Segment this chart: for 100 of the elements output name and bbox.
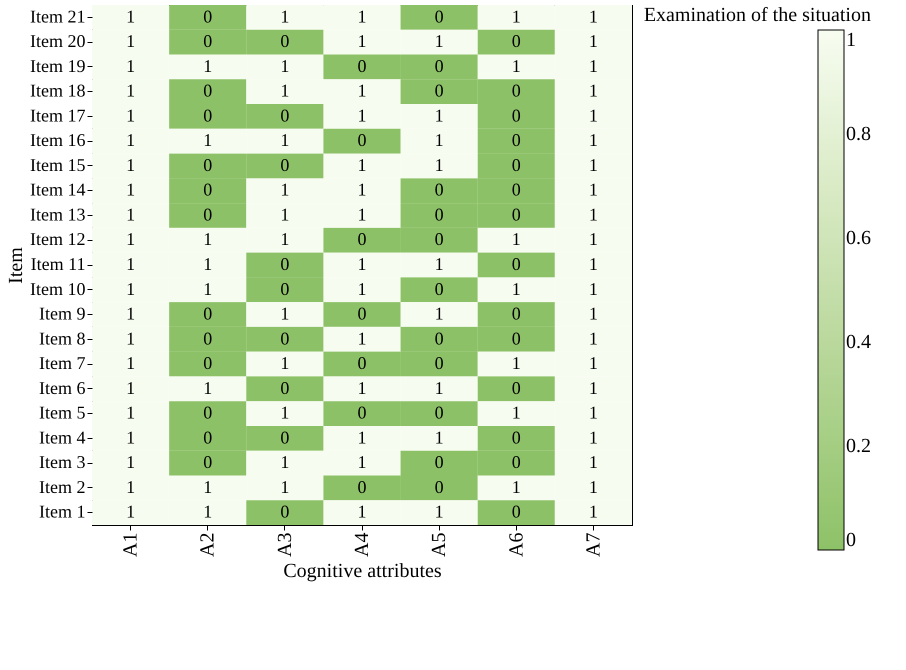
data-label: 1 [280,180,290,200]
data-label: 1 [434,31,444,52]
data-label: 1 [588,452,598,472]
data-label: 0 [280,254,290,274]
data-label: 1 [203,229,212,250]
data-label: 1 [126,56,136,76]
y-tick-label: Item 13 [30,204,86,224]
data-label: 1 [588,180,598,200]
data-label: 1 [126,254,136,274]
data-label: 0 [280,328,290,348]
data-label: 1 [126,304,136,324]
data-label: 0 [434,56,444,76]
data-label: 1 [358,278,366,299]
data-label: 1 [126,31,136,52]
data-label: 1 [588,402,598,423]
data-label: 1 [126,229,136,250]
data-label: 0 [203,427,212,448]
data-label: 1 [358,31,366,52]
data-label: 1 [588,278,598,299]
data-label: 1 [126,80,136,101]
data-label: 1 [280,402,290,423]
y-tick-label: Item 21 [30,6,86,26]
data-label: 1 [588,353,598,374]
x-tick-label: A1 [120,532,142,557]
data-label: 1 [358,378,366,398]
data-label: 1 [126,278,136,299]
y-tick-label: Item 18 [30,80,86,101]
data-label: 0 [280,278,290,299]
data-label: 0 [203,180,212,200]
data-label: 1 [203,378,212,398]
data-label: 1 [126,204,136,224]
data-label: 1 [126,502,136,522]
y-tick-label: Item 17 [30,105,86,126]
data-label: 0 [203,31,212,52]
data-label: 0 [280,31,290,52]
data-label: 0 [203,328,212,348]
data-label: 1 [512,6,521,26]
data-label: 1 [280,204,290,224]
data-label: 0 [434,180,444,200]
color-bar-label: 0.4 [846,331,871,353]
data-label: 1 [588,105,598,126]
data-label: 1 [126,402,136,423]
data-label: 0 [203,402,212,423]
y-tick-label: Item 5 [39,402,86,423]
data-label: 1 [512,278,521,299]
data-label: 1 [588,378,598,398]
data-label: 0 [512,80,521,101]
data-label: 1 [280,56,290,76]
data-label: 1 [588,130,598,150]
data-label: 0 [434,80,444,101]
data-label: 0 [280,427,290,448]
data-label: 1 [588,254,598,274]
y-tick-label: Item 14 [30,180,86,200]
data-label: 1 [280,476,290,497]
data-label: 1 [512,229,521,250]
data-label: 1 [588,154,598,175]
x-tick-label: A6 [505,532,528,557]
data-label: 0 [434,402,444,423]
data-label: 0 [512,31,521,52]
data-label: 1 [434,304,444,324]
data-label: 1 [203,278,212,299]
x-axis-title: Cognitive attributes [283,560,442,582]
data-label: 0 [512,105,521,126]
data-label: 0 [434,204,444,224]
x-tick-label: A2 [196,532,219,557]
color-bar-label: 0.6 [846,227,871,249]
data-label: 0 [203,105,212,126]
data-label: 1 [280,80,290,101]
y-tick-label: Item 2 [39,476,86,497]
x-tick-label: A5 [428,532,450,557]
y-tick-label: Item 1 [39,502,86,522]
data-label: 0 [512,304,521,324]
data-label: 1 [203,130,212,150]
y-tick-label: Item 11 [30,254,86,274]
data-label: 1 [358,427,366,448]
data-label: 0 [512,328,521,348]
data-label: 1 [588,229,598,250]
data-label: 1 [126,476,136,497]
data-label: 1 [126,452,136,472]
data-label: 0 [512,204,521,224]
data-label: 1 [588,6,598,26]
data-label: 1 [434,254,444,274]
y-tick-label: Item 9 [39,304,86,324]
data-label: 1 [126,427,136,448]
data-label: 1 [358,80,366,101]
data-label: 0 [358,56,366,76]
data-label: 1 [280,304,290,324]
data-label: 0 [358,476,366,497]
y-axis-title: Item [5,246,28,284]
y-tick-label: Item 16 [30,130,86,150]
x-tick-label: A3 [274,532,296,557]
data-label: 1 [126,328,136,348]
data-label: 0 [280,105,290,126]
data-label: 1 [280,229,290,250]
y-tick-label: Item 6 [39,378,86,398]
y-tick-label: Item 3 [39,452,86,472]
color-bar-label: 0 [846,529,856,551]
data-label: 1 [203,56,212,76]
y-tick-label: Item 15 [30,154,86,175]
data-label: 1 [126,180,136,200]
